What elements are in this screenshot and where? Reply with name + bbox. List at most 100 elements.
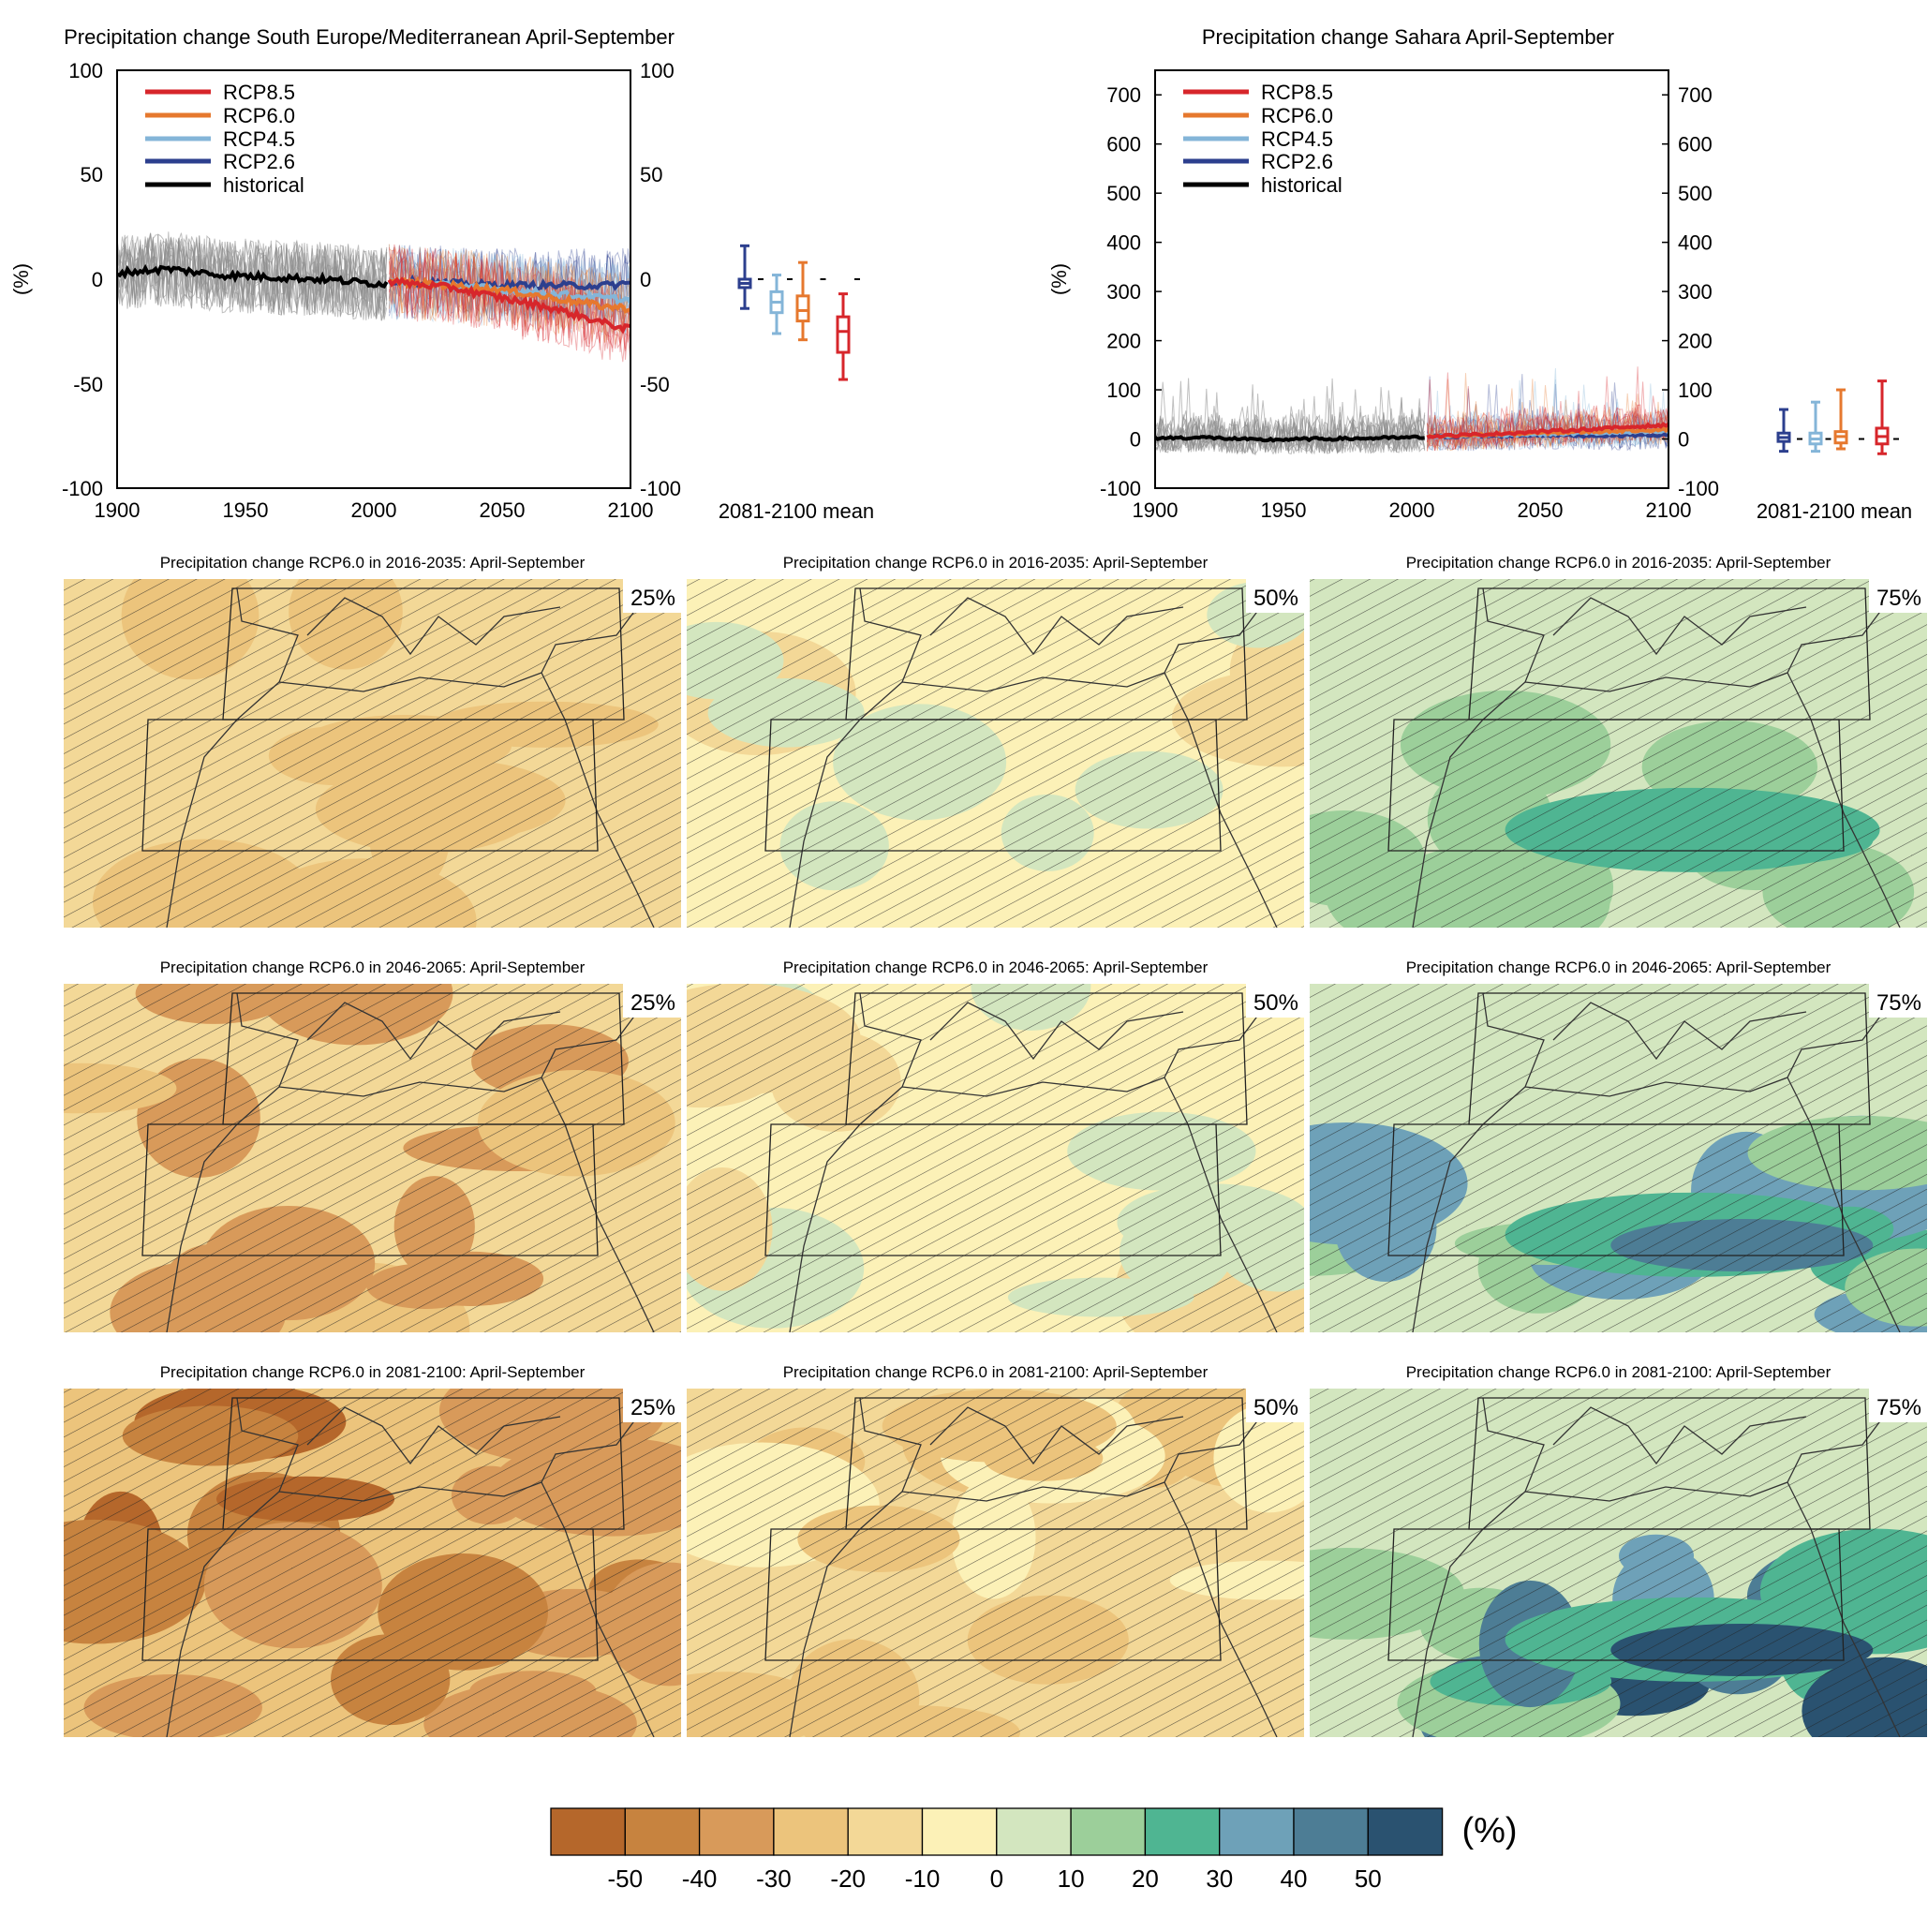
model-member-line (117, 235, 388, 320)
panel-title: Precipitation change Sahara April-Septem… (1202, 25, 1614, 49)
map-field (64, 984, 681, 1332)
y-tick: 50 (640, 163, 662, 186)
plot-frame (116, 69, 631, 489)
significance-hatching (1310, 1389, 1927, 1737)
box-plots-2081-2100 (737, 244, 860, 381)
colorbar-swatch (1367, 1807, 1444, 1856)
colorbar-tick: 10 (1058, 1865, 1085, 1893)
region-box-sahara (1387, 719, 1845, 852)
y-tick: 100 (1106, 379, 1141, 402)
y-tick: 500 (1678, 182, 1713, 205)
model-member-line (388, 248, 630, 355)
x-tick: 1900 (1133, 498, 1179, 522)
map-title: Precipitation change RCP6.0 in 2046-2065… (1406, 959, 1832, 976)
y-tick: -100 (62, 477, 103, 500)
box-plot-label: 2081-2100 mean (719, 499, 874, 523)
coastline (789, 1397, 1278, 1737)
significance-hatching (687, 984, 1304, 1332)
series-lines (117, 231, 630, 363)
map-panel: Precipitation change RCP6.0 in 2081-2100… (687, 1363, 1304, 1737)
box-plot-rcp45 (1808, 400, 1823, 453)
map-field (687, 984, 1304, 1332)
percentile-label: 50% (1253, 990, 1298, 1016)
significance-hatching (687, 579, 1304, 928)
y-tick: 0 (1130, 428, 1141, 452)
box-plot-rcp45 (769, 274, 784, 335)
legend-label: RCP8.5 (1261, 81, 1333, 104)
region-box-sahara (1387, 1528, 1845, 1661)
y-tick: -100 (640, 477, 681, 500)
percentile-label: 25% (630, 1395, 675, 1420)
colorbar-swatch (996, 1807, 1072, 1856)
coastline (789, 992, 1278, 1332)
colorbar-swatch (1070, 1807, 1147, 1856)
model-member-line (1426, 382, 1668, 451)
percentile-label-bg (1246, 984, 1304, 1018)
y-tick: 200 (1678, 330, 1713, 353)
coastline (166, 587, 655, 928)
y-tick: -50 (640, 373, 670, 396)
percentile-label: 50% (1253, 586, 1298, 611)
region-box-sahara (141, 719, 599, 852)
mean-line-rcp85 (1426, 422, 1668, 439)
y-tick: 600 (1678, 133, 1713, 156)
map-panel: Precipitation change RCP6.0 in 2081-2100… (1310, 1363, 1927, 1737)
box-plot-rcp85 (836, 292, 851, 381)
region-box-south-europe (1468, 587, 1871, 721)
legend: RCP8.5 RCP6.0 RCP4.5 RCP2.6 historical (1183, 81, 1342, 197)
region-box-south-europe (1468, 992, 1871, 1125)
model-member-line (388, 246, 630, 335)
colorbar-tick: 40 (1281, 1865, 1308, 1893)
model-member-line (388, 247, 630, 321)
box-plot-rcp60 (795, 260, 810, 342)
y-ticks-right: 100 50 0 -50 -100 (640, 59, 681, 500)
colorbar-tick: -40 (682, 1865, 718, 1893)
percentile-label: 75% (1876, 1395, 1921, 1420)
percentile-label: 75% (1876, 990, 1921, 1016)
percentile-label: 25% (630, 586, 675, 611)
y-ticks-left: 100 50 0 -50 -100 (62, 59, 103, 500)
colorbar-tick: -20 (830, 1865, 866, 1893)
y-tick: 600 (1106, 133, 1141, 156)
map-field (687, 1389, 1304, 1737)
y-tick: 300 (1678, 280, 1713, 304)
model-member-line (1426, 408, 1668, 452)
x-ticks: 1900 1950 2000 2050 2100 (95, 498, 654, 522)
map-field (64, 1389, 681, 1737)
region-box-sahara (764, 719, 1222, 852)
percentile-label-bg (623, 579, 681, 613)
region-box-sahara (141, 1123, 599, 1256)
panel-title: Precipitation change South Europe/Medite… (64, 25, 675, 49)
coastline (789, 587, 1278, 928)
percentile-label-bg (1869, 1389, 1927, 1422)
map-field (687, 579, 1304, 928)
legend: RCP8.5 RCP6.0 RCP4.5 RCP2.6 historical (145, 81, 304, 197)
percentile-label: 75% (1876, 586, 1921, 611)
map-panel: Precipitation change RCP6.0 in 2016-2035… (687, 554, 1304, 928)
map-title: Precipitation change RCP6.0 in 2046-2065… (160, 959, 586, 976)
y-tick: 400 (1678, 231, 1713, 255)
map-title: Precipitation change RCP6.0 in 2016-2035… (783, 554, 1209, 572)
percentile-label-bg (1246, 579, 1304, 613)
colorbar-tick: -10 (905, 1865, 941, 1893)
model-member-line (1426, 384, 1668, 452)
percentile-label-bg (623, 984, 681, 1018)
region-box-south-europe (845, 1397, 1248, 1530)
map-title: Precipitation change RCP6.0 in 2016-2035… (1406, 554, 1832, 572)
colorbar-unit: (%) (1461, 1811, 1517, 1850)
map-title: Precipitation change RCP6.0 in 2046-2065… (783, 959, 1209, 976)
region-box-sahara (764, 1528, 1222, 1661)
significance-hatching (687, 1389, 1304, 1737)
mean-line-rcp85 (387, 276, 630, 334)
x-tick: 2050 (1518, 498, 1564, 522)
region-box-south-europe (222, 992, 625, 1125)
percentile-label-bg (623, 1389, 681, 1422)
y-ticks: 700 700 600 600 500 500 400 400 300 300 200 200 100 1… (1100, 83, 1719, 500)
colorbar-tick: 30 (1206, 1865, 1233, 1893)
legend-label: RCP8.5 (223, 81, 295, 104)
map-field (1310, 1389, 1927, 1737)
box-plot-rcp26 (1776, 408, 1791, 453)
y-tick: 100 (1678, 379, 1713, 402)
x-tick: 1950 (1261, 498, 1307, 522)
